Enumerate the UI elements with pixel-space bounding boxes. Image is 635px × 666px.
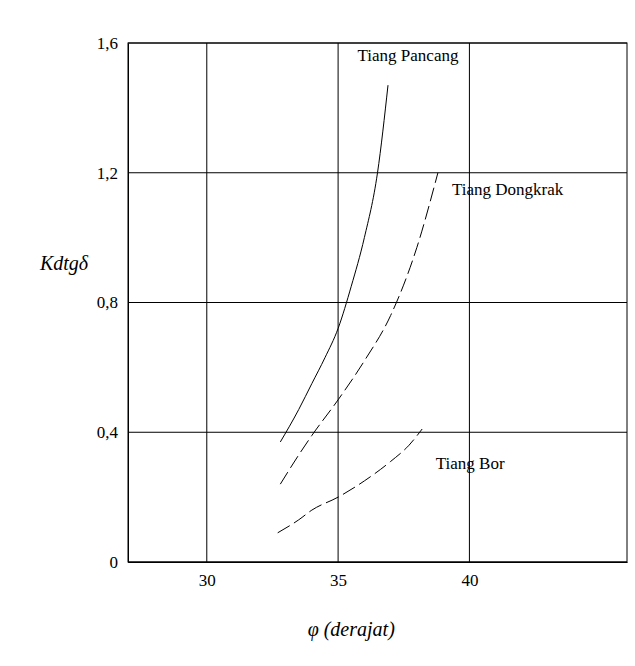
plot: 30 35 40 0 0,4 0,8 1,2 1,6 Tiang Pancang Tiang Do… [97,34,628,590]
x-tick-label: 30 [199,571,216,590]
series-line [278,429,422,533]
series-line [280,85,388,442]
y-tick-label: 1,6 [97,34,118,53]
grid-line-y [128,302,627,303]
y-tick: 0,4 [97,423,128,442]
x-tick: 30 [199,562,216,590]
y-tick-label: 0,8 [97,293,118,312]
y-tick-label: 0 [110,553,119,572]
x-axis: 30 35 40 [129,562,628,590]
y-tick-label: 0,4 [97,423,119,442]
y-tick: 1,2 [97,164,128,183]
chart: 30 35 40 0 0,4 0,8 1,2 1,6 Tiang Pancang Tiang Do… [0,0,635,666]
series-line [280,173,438,484]
y-tick: 0,8 [97,293,128,312]
grid-line-y [128,432,627,433]
series-labels: Tiang Pancang Tiang Dongkrak Tiang Bor [358,46,564,473]
x-tick-label: 35 [330,571,347,590]
axis-line [128,44,129,563]
y-axis-title: Kdtgδ [39,252,89,275]
plot-frame [128,43,627,562]
axis-line [129,562,628,563]
y-axis: 0 0,4 0,8 1,2 1,6 [97,34,129,572]
series-label: Tiang Bor [436,454,505,473]
x-tick: 35 [330,562,347,590]
x-axis-title: φ (derajat) [308,618,395,641]
x-tick: 40 [461,562,478,590]
y-tick: 0 [110,553,129,572]
x-tick-label: 40 [461,571,478,590]
y-tick: 1,6 [97,34,128,53]
series-label: Tiang Pancang [358,46,459,65]
lines [278,85,438,533]
y-tick-label: 1,2 [97,164,118,183]
series-label: Tiang Dongkrak [452,180,564,199]
grid [128,43,627,562]
